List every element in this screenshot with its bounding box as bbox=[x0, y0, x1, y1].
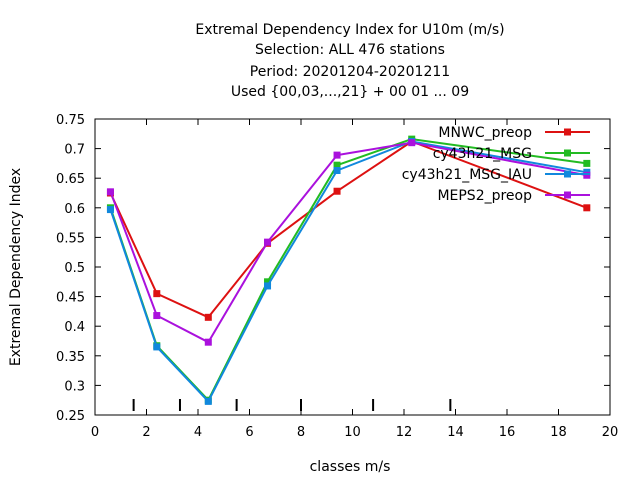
legend: MNWC_preop cy43h21_MSG cy43h21_MSG_IAU MEPS… bbox=[402, 125, 590, 204]
title-line-2: Selection: ALL 476 stations bbox=[255, 42, 445, 58]
title-line-1: Extremal Dependency Index for U10m (m/s) bbox=[195, 22, 504, 38]
data-point bbox=[106, 206, 114, 214]
y-tick-label: 0.6 bbox=[64, 202, 85, 217]
y-tick-label: 0.7 bbox=[64, 143, 85, 158]
title-line-3: Period: 20201204-20201211 bbox=[250, 64, 450, 80]
data-point bbox=[583, 171, 591, 179]
legend-label: MNWC_preop bbox=[438, 125, 532, 141]
x-tick-label: 20 bbox=[602, 425, 619, 440]
data-point bbox=[153, 290, 161, 298]
title-line-4: Used {00,03,...,21} + 00 01 ... 09 bbox=[231, 84, 469, 100]
y-tick-label: 0.4 bbox=[64, 320, 85, 335]
data-point bbox=[153, 312, 161, 320]
y-tick-label: 0.25 bbox=[56, 409, 85, 424]
x-tick-label: 4 bbox=[194, 425, 202, 440]
x-tick-label: 2 bbox=[142, 425, 150, 440]
x-tick-label: 12 bbox=[396, 425, 413, 440]
x-tick-label: 6 bbox=[245, 425, 253, 440]
data-point bbox=[333, 167, 341, 175]
data-point bbox=[204, 313, 212, 321]
x-tick-label: 8 bbox=[297, 425, 305, 440]
legend-marker bbox=[564, 149, 571, 157]
data-point bbox=[333, 187, 341, 195]
legend-label: cy43h21_MSG bbox=[433, 146, 532, 162]
x-axis-label: classes m/s bbox=[310, 459, 391, 475]
data-point bbox=[264, 278, 272, 286]
data-point bbox=[333, 151, 341, 159]
data-point bbox=[106, 188, 114, 196]
y-tick-label: 0.65 bbox=[56, 172, 85, 187]
y-axis: 0.25 0.3 0.35 0.4 0.45 0.5 0.55 0.6 0.65 0.7 0.75 bbox=[56, 113, 610, 424]
y-tick-label: 0.55 bbox=[56, 231, 85, 246]
x-tick-label: 14 bbox=[447, 425, 464, 440]
data-point bbox=[264, 282, 272, 290]
x-tick-label: 10 bbox=[344, 425, 361, 440]
data-point bbox=[204, 397, 212, 405]
legend-marker bbox=[564, 128, 571, 136]
data-point bbox=[583, 159, 591, 167]
x-tick-label: 16 bbox=[499, 425, 516, 440]
legend-label: MEPS2_preop bbox=[437, 188, 532, 204]
data-point bbox=[153, 343, 161, 351]
class-boundary-marks bbox=[132, 399, 452, 411]
y-tick-label: 0.35 bbox=[56, 350, 85, 365]
legend-label: cy43h21_MSG_IAU bbox=[402, 167, 532, 183]
y-axis-label: Extremal Dependency Index bbox=[8, 168, 24, 366]
y-tick-label: 0.3 bbox=[64, 379, 85, 394]
y-tick-label: 0.5 bbox=[64, 261, 85, 276]
y-tick-label: 0.75 bbox=[56, 113, 85, 128]
chart-title: Extremal Dependency Index for U10m (m/s)… bbox=[195, 22, 504, 100]
x-axis: 0 2 4 6 8 10 12 14 16 18 20 bbox=[91, 119, 618, 440]
data-point bbox=[583, 204, 591, 212]
data-point bbox=[408, 139, 416, 147]
x-tick-label: 18 bbox=[550, 425, 567, 440]
data-point bbox=[333, 161, 341, 169]
legend-marker bbox=[564, 170, 571, 178]
x-tick-label: 0 bbox=[91, 425, 99, 440]
data-point bbox=[264, 238, 272, 246]
series-layer bbox=[106, 135, 591, 405]
data-point bbox=[204, 338, 212, 346]
y-tick-label: 0.45 bbox=[56, 291, 85, 306]
legend-marker bbox=[564, 191, 571, 199]
